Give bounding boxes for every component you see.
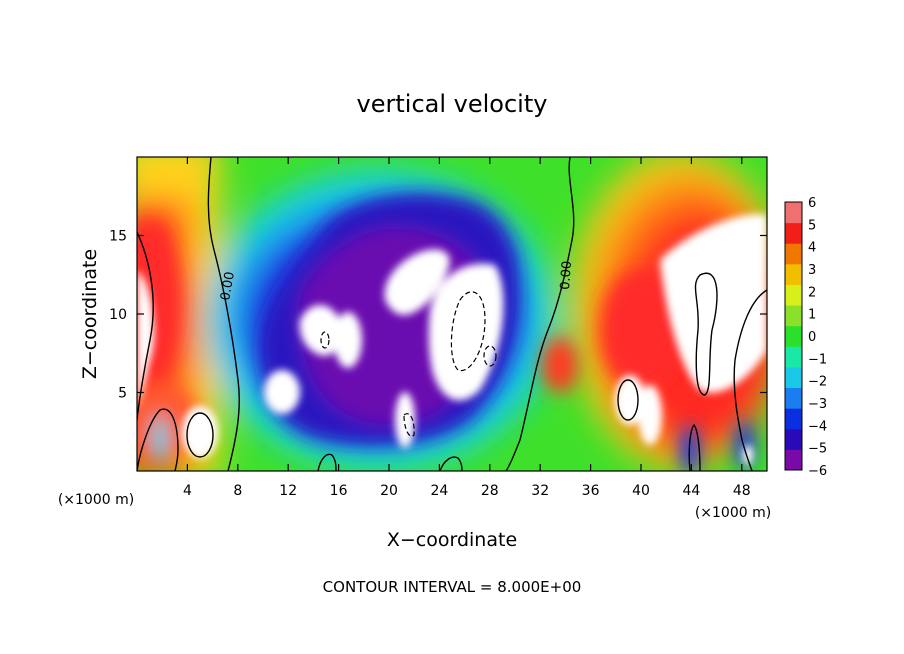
zero-contour-right bbox=[505, 157, 575, 471]
x-tick-label: 12 bbox=[279, 483, 297, 499]
zero-contour-left bbox=[207, 157, 240, 471]
contour-right-updraft bbox=[617, 379, 639, 421]
field-layer-extremes bbox=[137, 214, 767, 465]
y-axis-title: Z−coordinate bbox=[79, 249, 101, 379]
x-axis-title: X−coordinate bbox=[387, 529, 517, 551]
colorbar-tick-label: 0 bbox=[808, 330, 816, 345]
x-tick-label: 20 bbox=[380, 483, 398, 499]
colorbar-segment bbox=[785, 325, 802, 347]
z-unit-label: (×1000 m) bbox=[58, 492, 134, 508]
contour-label-right: 0.00 bbox=[558, 260, 575, 290]
x-tick-label: 40 bbox=[632, 483, 650, 499]
colorbar-tick-label: 2 bbox=[808, 285, 816, 300]
colorbar-tick-label: −2 bbox=[808, 375, 827, 390]
colorbar-segment bbox=[785, 263, 802, 285]
colorbar-segment bbox=[785, 243, 802, 265]
colorbar: 6 5 4 3 2 1 0 −1 −2 −3 −4 −5 −6 bbox=[784, 196, 827, 479]
colorbar-tick-label: −4 bbox=[808, 419, 827, 434]
x-axis-ticks: 4 8 12 16 20 24 28 32 36 40 44 48 bbox=[183, 157, 751, 499]
contour-right-edge bbox=[733, 289, 767, 471]
colorbar-tick-label: −1 bbox=[808, 352, 827, 367]
colorbar-tick-label: 5 bbox=[808, 218, 816, 233]
x-tick-label: 28 bbox=[481, 483, 499, 499]
negative-contours bbox=[320, 291, 497, 437]
colorbar-tick-label: −6 bbox=[808, 464, 827, 479]
x-tick-label: 16 bbox=[330, 483, 348, 499]
colorbar-segment bbox=[785, 305, 802, 327]
colorbar-tick-label: 3 bbox=[808, 263, 816, 278]
colorbar-tick-label: 4 bbox=[808, 241, 816, 256]
x-unit-label: (×1000 m) bbox=[695, 505, 771, 521]
x-tick-label: 8 bbox=[233, 483, 242, 499]
contour-left-updraft bbox=[186, 412, 214, 458]
y-tick-label: 10 bbox=[109, 307, 127, 323]
x-tick-label: 24 bbox=[430, 483, 448, 499]
colorbar-tick-label: −5 bbox=[808, 442, 827, 457]
contour-lines bbox=[137, 157, 767, 471]
colorbar-segment bbox=[785, 408, 802, 430]
neg-contour-central bbox=[450, 291, 486, 372]
colorbar-segment bbox=[785, 428, 802, 450]
colorbar-segment bbox=[785, 387, 802, 409]
neg-contour-lower bbox=[403, 413, 415, 437]
colorbar-segment bbox=[785, 284, 802, 306]
neg-contour-small-1 bbox=[483, 345, 497, 367]
contour-left-edge bbox=[137, 231, 154, 421]
x-tick-label: 4 bbox=[183, 483, 192, 499]
y-tick-label: 15 bbox=[109, 229, 127, 245]
contour-interval-note: CONTOUR INTERVAL = 8.000E+00 bbox=[323, 578, 582, 596]
x-tick-label: 36 bbox=[582, 483, 600, 499]
chart-title: vertical velocity bbox=[357, 90, 548, 118]
contour-right-bottom bbox=[688, 423, 701, 471]
colorbar-tick-label: 1 bbox=[808, 308, 816, 323]
x-tick-label: 44 bbox=[682, 483, 700, 499]
contour-bottom-mid-2 bbox=[439, 456, 463, 471]
colorbar-segment bbox=[785, 366, 802, 389]
contour-label-left: 0.00 bbox=[218, 271, 238, 302]
x-tick-label: 32 bbox=[531, 483, 549, 499]
contour-bottom-mid bbox=[317, 453, 337, 471]
colorbar-segment bbox=[785, 202, 802, 224]
neg-contour-small-2 bbox=[320, 331, 330, 349]
contour-right-upper bbox=[694, 272, 718, 396]
x-tick-label: 48 bbox=[733, 483, 751, 499]
colorbar-segment bbox=[785, 222, 802, 244]
colorbar-segment bbox=[785, 346, 802, 368]
y-tick-label: 5 bbox=[118, 386, 127, 402]
y-axis-ticks: 5 10 15 bbox=[109, 229, 767, 402]
colorbar-segment bbox=[785, 449, 802, 471]
contour-left-bottom bbox=[137, 408, 179, 471]
colorbar-frame bbox=[784, 201, 803, 471]
colorbar-tick-label: 6 bbox=[808, 196, 816, 211]
colorbar-tick-label: −3 bbox=[808, 397, 827, 412]
plot-area: 0.00 0.00 bbox=[137, 157, 767, 471]
